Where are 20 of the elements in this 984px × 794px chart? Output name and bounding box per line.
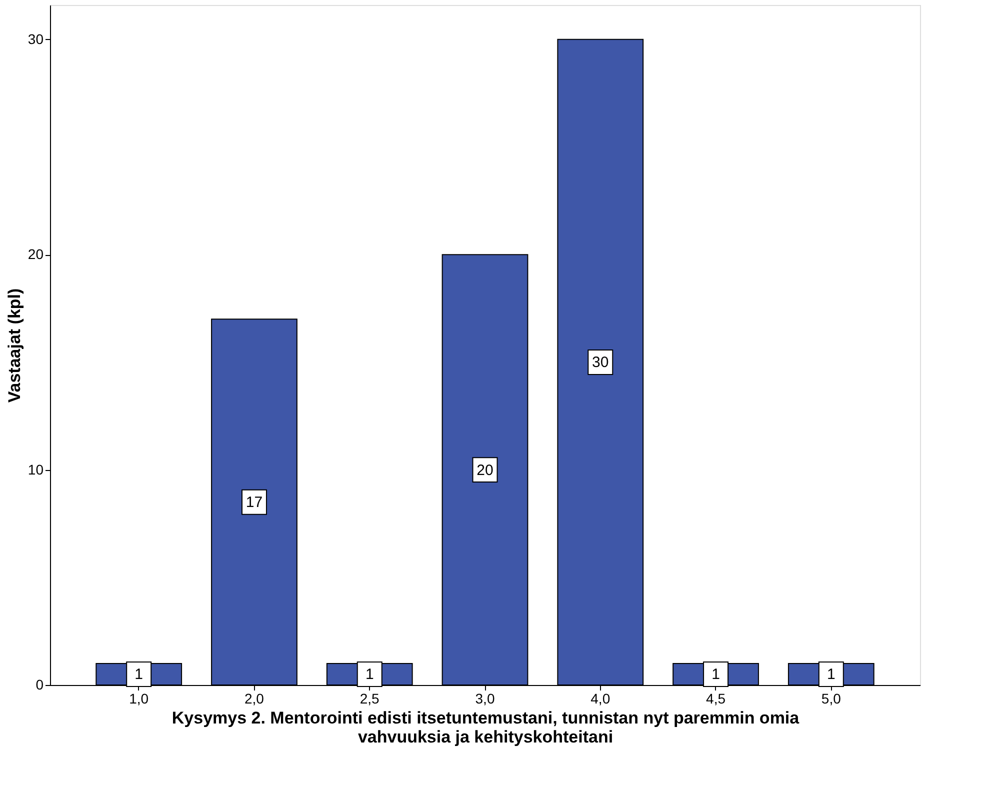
y-axis-title: Vastaajat (kpl) [4, 288, 24, 403]
data-label: 1 [826, 666, 836, 684]
x-axis-title: Kysymys 2. Mentorointi edisti itsetuntemustani, tunnistan nyt paremmin omia vahvuuksia ja kehityskohteitani [172, 708, 800, 746]
x-tick-label: 4,5 [706, 690, 726, 706]
x-tick-label: 5,0 [821, 690, 842, 706]
y-tick-label: 30 [28, 30, 44, 47]
y-tick-label: 10 [28, 461, 44, 478]
x-tick-label: 2,5 [360, 690, 380, 706]
x-tick-label: 1,0 [129, 690, 149, 706]
y-tick-label: 20 [28, 246, 44, 262]
data-label: 30 [592, 354, 609, 372]
data-label: 20 [476, 462, 494, 479]
data-label: 1 [712, 666, 720, 684]
y-tick-label: 0 [36, 676, 44, 692]
x-tick-label: 3,0 [475, 690, 495, 706]
data-label: 1 [365, 666, 374, 684]
data-label: 17 [246, 494, 263, 512]
x-tick-label: 4,0 [590, 690, 610, 706]
data-label: 1 [134, 666, 144, 684]
x-tick-label: 2,0 [244, 690, 264, 706]
